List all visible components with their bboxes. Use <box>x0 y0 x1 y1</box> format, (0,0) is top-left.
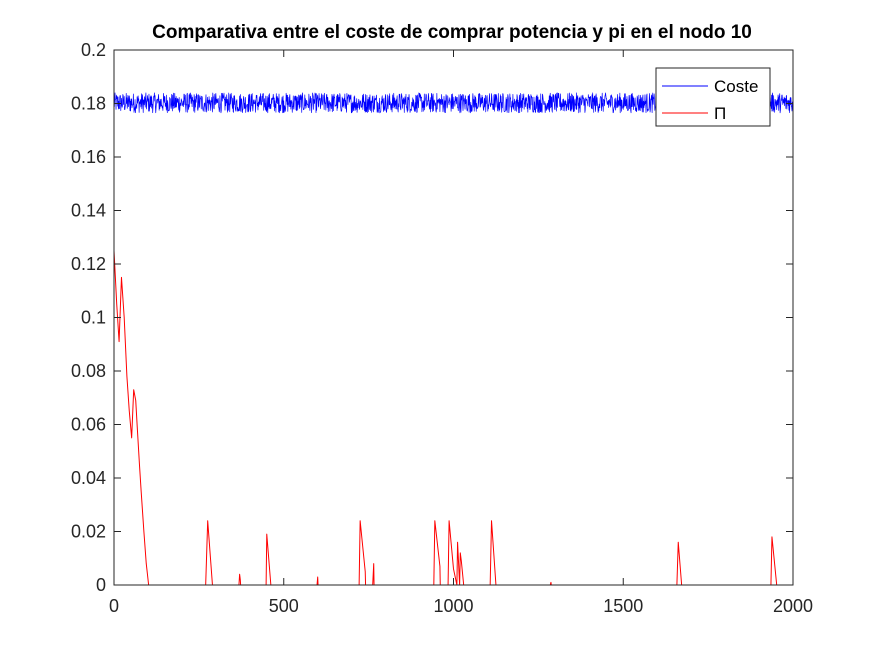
plot-background <box>114 50 793 585</box>
y-tick-label: 0.16 <box>71 147 106 167</box>
axes-layer: 0 500 1000 1500 2000 0 0.02 0.04 0.06 0.08 0.1 0.12… <box>71 40 813 616</box>
chart-title: Comparativa entre el coste de comprar po… <box>152 22 752 43</box>
plot-area <box>114 50 793 585</box>
y-tick-label: 0.18 <box>71 94 106 114</box>
legend-label: Coste <box>714 77 758 96</box>
x-tick-label: 1500 <box>603 596 643 616</box>
x-tick-label: 2000 <box>773 596 813 616</box>
y-tick-label: 0.12 <box>71 254 106 274</box>
legend-label: Π <box>714 104 726 123</box>
legend: Coste Π <box>655 67 771 127</box>
y-tick-label: 0.06 <box>71 415 106 435</box>
y-tick-label: 0.08 <box>71 361 106 381</box>
x-tick-label: 1000 <box>433 596 473 616</box>
y-tick-label: 0 <box>96 575 106 595</box>
y-tick-label: 0.2 <box>81 40 106 60</box>
y-tick-label: 0.14 <box>71 201 106 221</box>
y-tick-label: 0.04 <box>71 468 106 488</box>
x-tick-label: 0 <box>109 596 119 616</box>
y-tick-label: 0.02 <box>71 522 106 542</box>
legend-box <box>655 67 771 127</box>
x-tick-label: 500 <box>269 596 299 616</box>
y-tick-label: 0.1 <box>81 308 106 328</box>
